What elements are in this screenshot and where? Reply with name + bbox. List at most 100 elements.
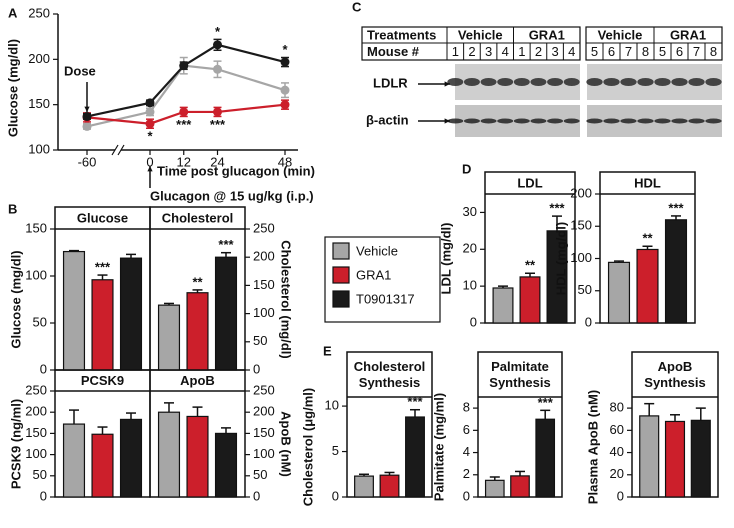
significance: *** [218,237,234,252]
panel-title: Glucose [77,210,128,225]
y-tick-label: 0 [470,314,477,329]
y-tick-label: 50 [253,467,267,482]
y-axis-label: Plasma ApoB (nM) [585,390,600,504]
y-tick-label: 250 [253,382,275,397]
significance: *** [176,117,192,132]
data-point [213,40,222,50]
significance: * [147,129,153,144]
bar [639,415,660,498]
y-tick-label: 100 [253,446,275,461]
group-label: GRA1 [670,27,706,42]
significance: ** [192,274,203,289]
ldlr-band [480,78,497,86]
significance: *** [95,259,111,274]
band-arrow-head [444,81,450,87]
actin-band [547,118,564,124]
bar [690,419,711,498]
y-tick-label: 50 [33,314,47,329]
group-label: GRA1 [529,27,565,42]
y-tick-label: 150 [28,96,50,111]
actin-band [586,118,603,124]
x-tick-label: 0 [146,154,153,169]
lane-label: 8 [642,44,649,59]
data-point [82,111,92,121]
y-tick-label: 40 [610,444,624,459]
panel-title: HDL [634,175,661,190]
actin-band [447,118,464,124]
actin-band [637,118,654,124]
significance: *** [210,117,226,132]
significance: *** [538,395,554,410]
bar [607,261,631,324]
ldlr-band [447,78,464,86]
y-tick-label: 80 [610,400,624,415]
actin-band [620,118,637,124]
x-tick-label: 12 [177,154,191,169]
y-axis-label: HDL (mg/dl) [553,222,568,295]
panel-title: Palmitate [491,359,549,374]
y-tick-label: 10 [325,398,339,413]
y-tick-label: 200 [570,185,592,200]
bar [664,219,688,324]
lane-label: 3 [551,44,558,59]
dose-arrow-head [84,106,90,112]
y-tick-label: 100 [253,305,275,320]
bar [664,420,686,498]
significance: *** [407,394,423,409]
y-axis-label: Glucose (mg/dl) [8,250,23,348]
actin-band [513,118,530,124]
lane-label: 8 [710,44,717,59]
actin-band [497,118,514,124]
actin-band [563,118,580,124]
bar [186,415,209,498]
y-tick-label: 6 [463,422,470,437]
y-tick-label: 0 [585,314,592,329]
ldlr-band [586,78,603,86]
bar [379,474,400,498]
legend-frame [324,236,441,323]
band-label: LDLR [373,75,408,90]
y-tick-label: 200 [28,51,50,66]
bar [519,276,541,324]
y-axis-label: PCSK9 (ng/ml) [8,399,23,489]
bar [119,418,143,498]
panel-title: Cholesterol [354,359,426,374]
actin-band [603,118,620,124]
bar [91,433,114,498]
y-tick-label: 10 [463,278,477,293]
panel-label: D [462,161,471,176]
blot-row-label: Mouse # [367,44,420,59]
y-tick-label: 30 [463,204,477,219]
actin-band [463,118,480,124]
y-tick-label: 250 [25,382,47,397]
panel-title: PCSK9 [81,373,124,388]
y-axis-label: Cholesterol (mg/dl) [279,240,294,358]
bar [492,287,514,324]
panel-title: Cholesterol [162,210,234,225]
ldlr-band [671,78,688,86]
blot-header: Treatments [367,27,436,42]
significance: *** [668,200,684,215]
ldlr-band [513,78,530,86]
lane-label: 1 [452,44,459,59]
lane-label: 5 [591,44,598,59]
y-tick-label: 150 [253,425,275,440]
y-tick-label: 5 [332,443,339,458]
y-tick-label: 0 [463,488,470,503]
ldlr-band [688,78,705,86]
y-tick-label: 150 [25,425,47,440]
ldlr-band [497,78,514,86]
lane-label: 4 [568,44,575,59]
bar [157,304,181,371]
data-point [179,61,189,71]
y-tick-label: 50 [578,282,592,297]
ldlr-band [563,78,580,86]
actin-band [530,118,547,124]
actin-band [654,118,671,124]
bar [91,279,114,371]
x-tick-label: 24 [210,154,224,169]
y-tick-label: 0 [253,488,260,503]
bar [62,423,86,498]
y-axis-label: Glucose (mg/dl) [5,39,20,137]
ldlr-band [530,78,547,86]
